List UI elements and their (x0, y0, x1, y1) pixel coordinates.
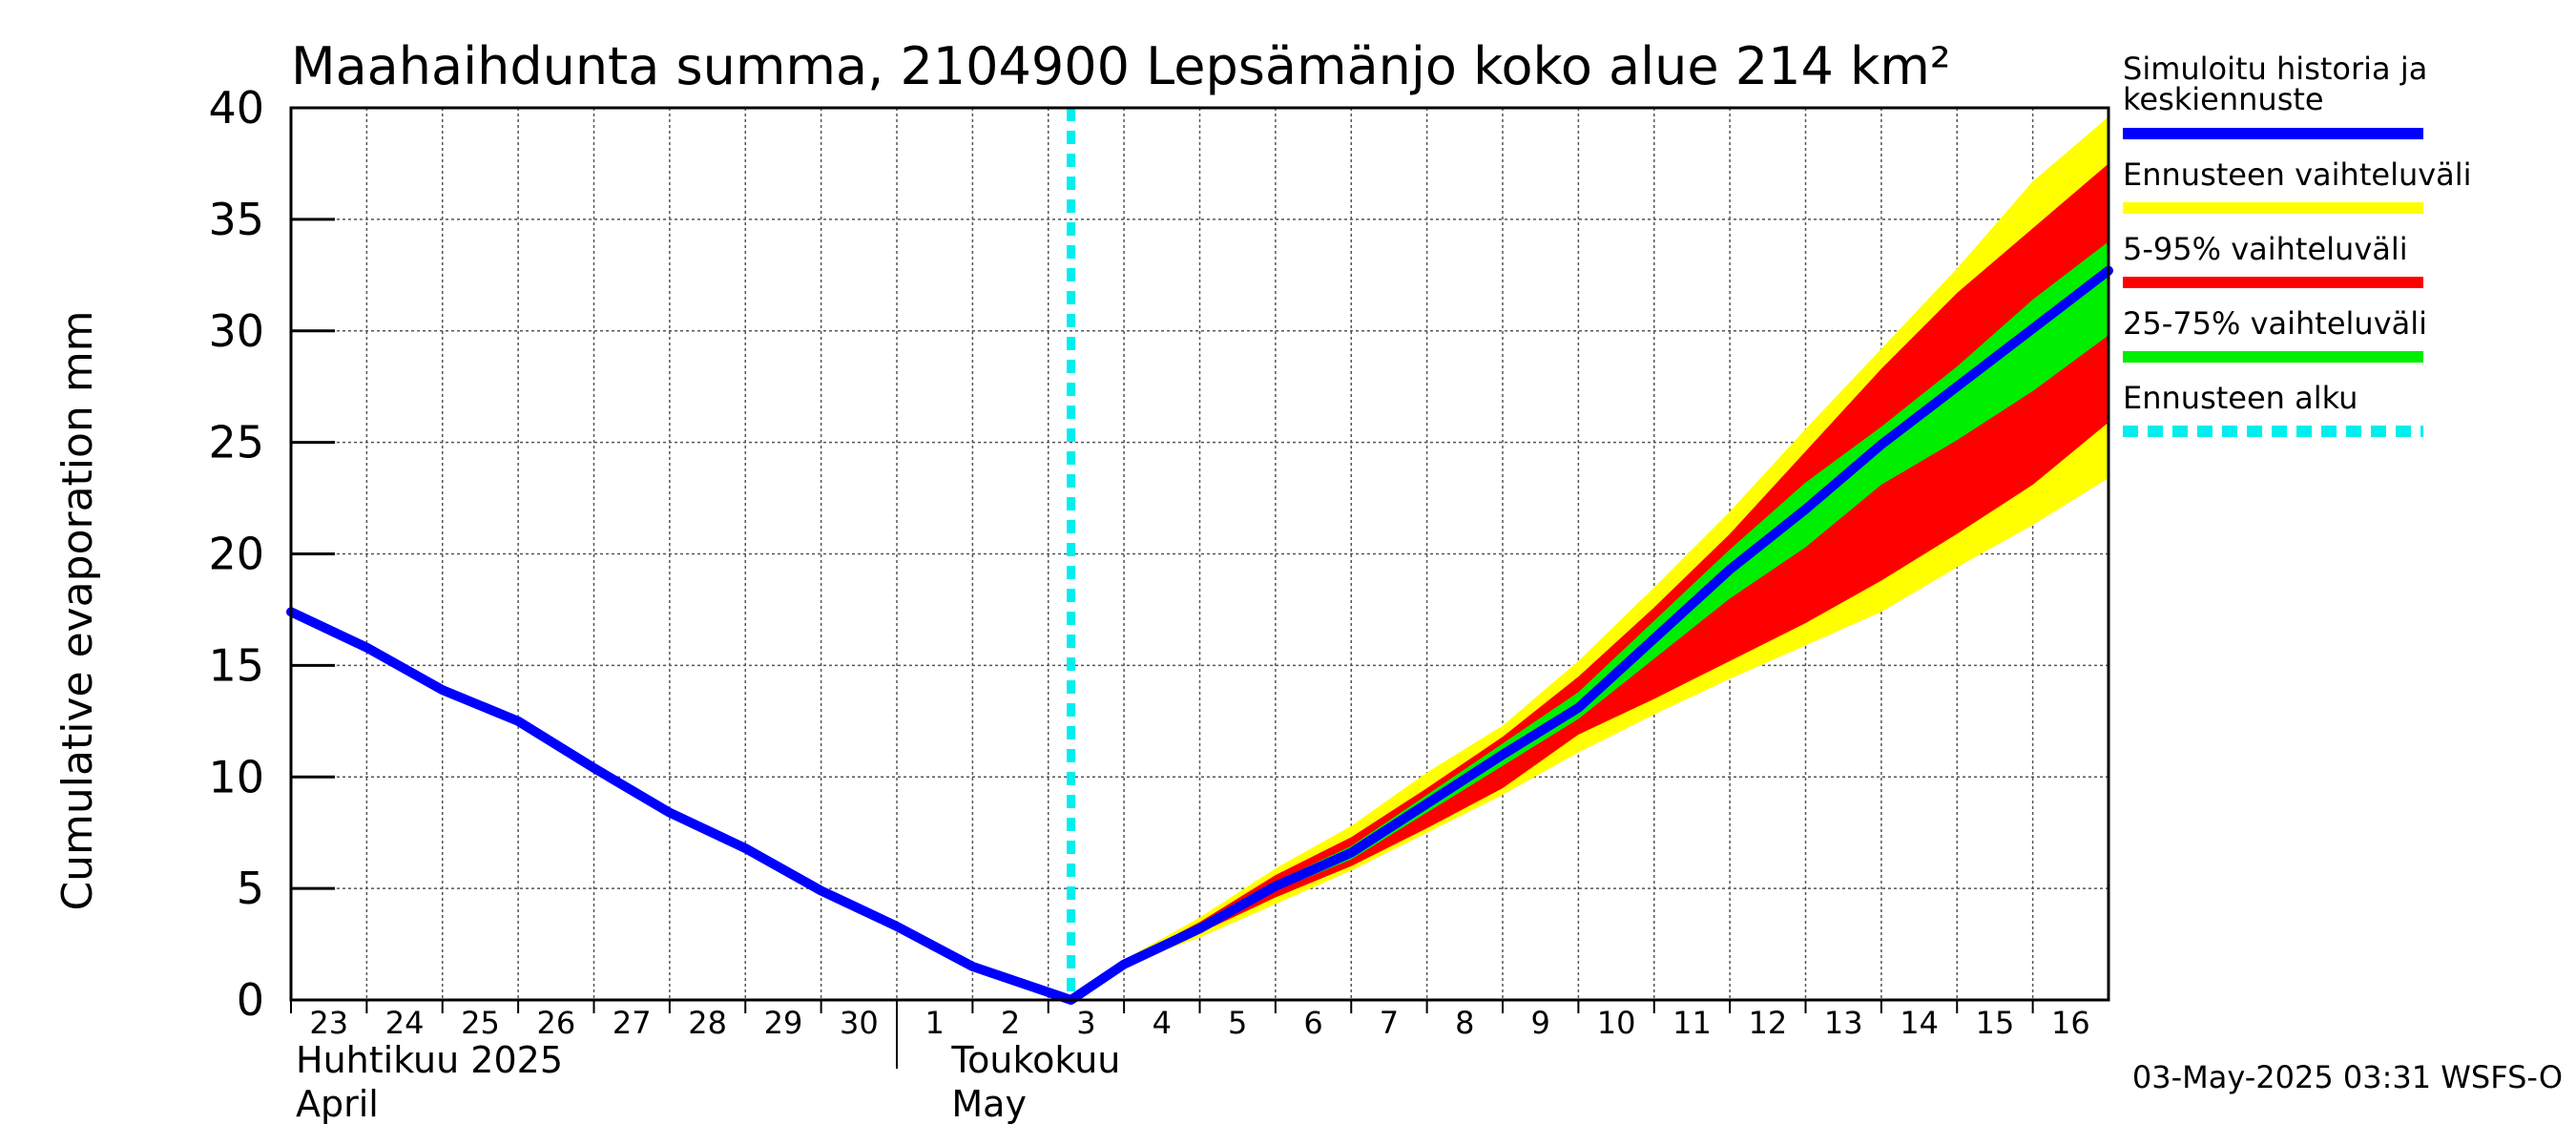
legend-label: Simuloitu historia ja (2123, 51, 2427, 87)
y-tick-label: 10 (208, 751, 264, 802)
x-tick-label: 26 (536, 1005, 575, 1041)
x-tick-label: 7 (1380, 1005, 1399, 1041)
x-tick-label: 15 (1976, 1005, 2015, 1041)
y-tick-label: 20 (208, 529, 264, 580)
series-point (971, 965, 974, 968)
band-ennusteen-vaihteluv-li (1124, 116, 2109, 965)
series-point (1577, 706, 1580, 709)
x-tick-label: 25 (461, 1005, 500, 1041)
x-tick-label: 16 (2051, 1005, 2090, 1041)
x-tick-label: 10 (1597, 1005, 1636, 1041)
series-point (1956, 385, 1959, 388)
series-point (2031, 327, 2034, 330)
x-tick-label: 1 (925, 1005, 945, 1041)
legend-label: 5-95% vaihteluväli (2123, 231, 2408, 267)
series-point (1123, 963, 1126, 966)
x-tick-label: 11 (1672, 1005, 1712, 1041)
x-tick-label: 14 (1900, 1005, 1939, 1041)
x-tick-label: 3 (1076, 1005, 1095, 1041)
x-tick-label: 30 (840, 1005, 879, 1041)
series-point (592, 766, 595, 769)
x-tick-label: 12 (1748, 1005, 1787, 1041)
series-point (1198, 927, 1201, 930)
series-point (365, 646, 368, 649)
x-tick-label: 4 (1153, 1005, 1172, 1041)
month-label-line2: May (951, 1083, 1027, 1125)
month-label-line2: April (296, 1083, 379, 1125)
x-tick-label: 8 (1455, 1005, 1474, 1041)
y-axis-label: Cumulative evaporation mm (53, 310, 102, 910)
series-point (1729, 568, 1732, 571)
x-tick-label: 6 (1303, 1005, 1322, 1041)
x-tick-label: 29 (764, 1005, 803, 1041)
legend-label: Ennusteen alku (2123, 380, 2358, 416)
series-point (517, 719, 520, 722)
series-point (1804, 508, 1807, 510)
x-tick-label: 2 (1001, 1005, 1020, 1041)
x-axis-ticks: 23 24 25 26 27 28 29 30 1 2 3 4 5 6 7 8 9 10 11 12 13 14 15 16 (290, 1000, 2090, 1069)
legend-label: Ennusteen vaihteluväli (2123, 156, 2472, 193)
series-point (1425, 802, 1428, 805)
x-tick-label: 9 (1531, 1005, 1550, 1041)
y-axis-ticks: 0 5 10 15 20 25 30 35 40 (208, 82, 335, 1026)
y-tick-label: 0 (237, 974, 264, 1026)
y-tick-label: 35 (208, 194, 264, 245)
series-point (1350, 851, 1353, 854)
x-tick-label: 27 (613, 1005, 652, 1041)
series-point (1502, 753, 1504, 756)
month-label-line1: Huhtikuu 2025 (296, 1039, 563, 1081)
month-label-line1: Toukokuu (950, 1039, 1120, 1081)
chart-title: Maahaihdunta summa, 2104900 Lepsämänjo k… (291, 36, 1951, 96)
legend-label: 25-75% vaihteluväli (2123, 305, 2427, 342)
range-bands (1124, 116, 2109, 965)
series-point (820, 889, 822, 892)
series-point (441, 689, 444, 692)
y-tick-label: 40 (208, 82, 264, 134)
y-tick-label: 30 (208, 305, 264, 357)
y-tick-label: 5 (237, 863, 264, 914)
y-tick-label: 15 (208, 639, 264, 691)
series-point (1274, 885, 1277, 887)
x-tick-label: 28 (688, 1005, 727, 1041)
series-point (896, 925, 898, 927)
timestamp-footer: 03-May-2025 03:31 WSFS-O (2132, 1059, 2563, 1095)
series-point (668, 811, 671, 814)
x-tick-label: 24 (385, 1005, 425, 1041)
x-tick-label: 23 (309, 1005, 348, 1041)
x-tick-label: 13 (1824, 1005, 1863, 1041)
x-tick-label: 5 (1228, 1005, 1247, 1041)
series-lines (286, 265, 2113, 1005)
series-point (1652, 637, 1655, 640)
y-tick-label: 25 (208, 417, 264, 468)
series-point (744, 847, 747, 850)
series-point (1880, 443, 1882, 446)
legend-label: keskiennuste (2123, 81, 2324, 117)
